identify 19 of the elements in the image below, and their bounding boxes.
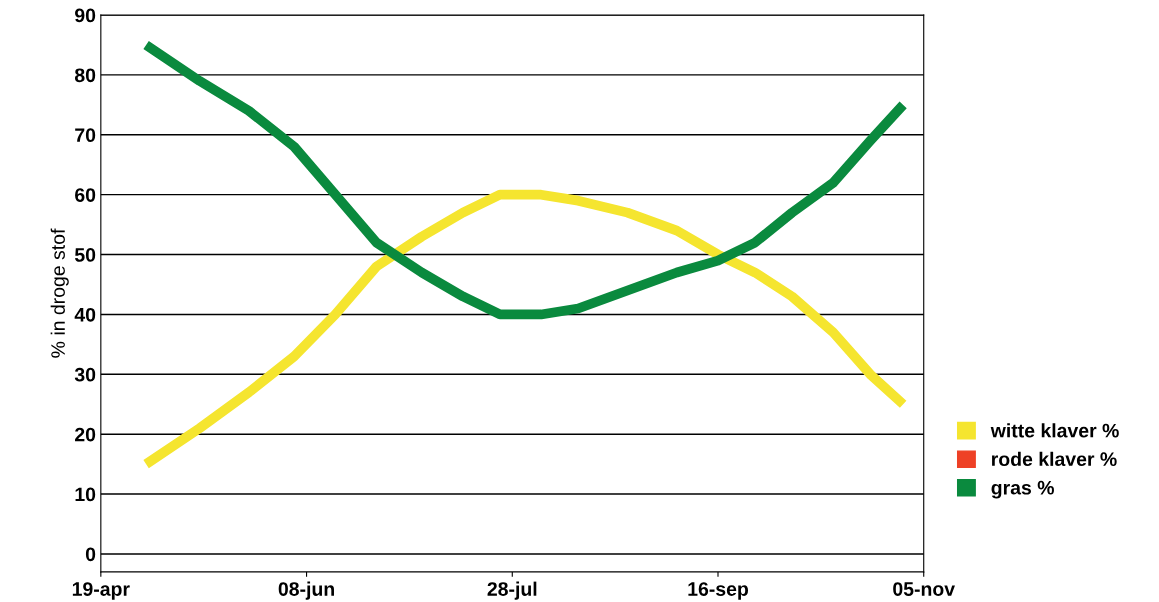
y-tick-label: 90 — [75, 8, 96, 23]
y-axis-title: % in droge stof — [50, 228, 69, 358]
legend-label: witte klaver % — [990, 423, 1119, 438]
x-tick-label: 05-nov — [893, 582, 955, 596]
x-tick-label: 28-jul — [487, 581, 537, 600]
legend-label: gras % — [991, 480, 1054, 499]
y-tick-label: 20 — [75, 427, 96, 442]
legend-label: rode klaver % — [992, 451, 1117, 467]
x-tick-label: 08-jun — [278, 581, 334, 600]
y-tick-label: 80 — [74, 68, 96, 83]
x-tick-label: 19-apr — [72, 582, 130, 600]
y-tick-label: 50 — [74, 248, 96, 262]
x-tick-label: 16-sep — [688, 582, 749, 600]
y-tick-label: 70 — [75, 128, 96, 143]
y-tick-label: 40 — [74, 307, 96, 322]
y-tick-label: 30 — [74, 367, 96, 382]
y-tick-label: 0 — [85, 547, 96, 562]
y-tick-label: 60 — [75, 188, 96, 202]
y-tick-label: 10 — [75, 487, 96, 502]
